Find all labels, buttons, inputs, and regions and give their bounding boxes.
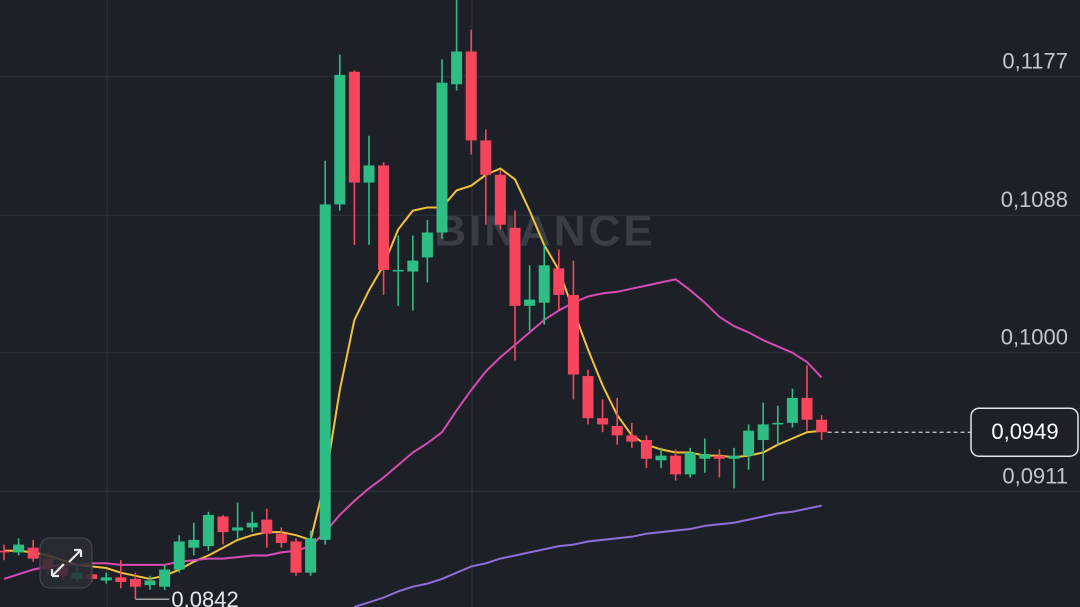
- candle-body: [480, 140, 492, 175]
- candle-body: [626, 435, 638, 442]
- candle-body: [538, 265, 550, 303]
- candle-body: [655, 455, 667, 461]
- candle-body: [378, 165, 390, 270]
- candle-body: [232, 527, 244, 531]
- candle-body: [407, 260, 419, 272]
- candle-body: [421, 232, 433, 258]
- candle-body: [188, 539, 200, 548]
- candle-body: [567, 294, 579, 375]
- candle-body: [494, 174, 506, 225]
- candle-body: [509, 227, 521, 306]
- candle-body: [246, 522, 258, 528]
- candle-body: [348, 71, 360, 183]
- candle-body: [436, 82, 448, 233]
- candle-body: [363, 165, 375, 183]
- candle-body: [275, 533, 287, 544]
- candle-body: [13, 544, 25, 553]
- moving-average-line: [3, 278, 823, 580]
- moving-average-line: [354, 504, 822, 607]
- candle-body: [173, 541, 185, 570]
- candle-body: [129, 578, 141, 587]
- candle-body: [27, 547, 39, 559]
- candle-body: [743, 430, 755, 456]
- expand-button-bg[interactable]: [39, 537, 93, 589]
- candle-body: [115, 577, 127, 583]
- expand-button[interactable]: [39, 537, 93, 589]
- candle-body: [334, 74, 346, 205]
- candle-body: [202, 514, 214, 547]
- candle-body: [144, 580, 156, 586]
- candle-body: [451, 51, 463, 85]
- candle-body: [524, 299, 536, 306]
- candle-body: [392, 269, 404, 272]
- candle-body: [100, 577, 112, 581]
- y-tick-label: 0,1088: [1001, 187, 1068, 212]
- candle-body: [757, 424, 769, 441]
- expand-icon[interactable]: [50, 548, 83, 578]
- candle-body: [611, 425, 623, 436]
- candle-body: [816, 419, 828, 433]
- candle-body: [684, 452, 696, 475]
- candle-body: [713, 455, 725, 459]
- y-tick-label: 0,1000: [1001, 324, 1068, 349]
- y-tick-label: 0,0911: [1002, 463, 1068, 488]
- candle-body: [597, 418, 609, 425]
- candle-body: [305, 538, 317, 573]
- candle-body: [699, 454, 711, 459]
- low-marker-label: 0,0842: [171, 587, 238, 607]
- price-label-box: [970, 407, 1079, 457]
- candle-body: [261, 519, 273, 534]
- candle-body: [670, 455, 682, 475]
- candle-body: [217, 516, 229, 533]
- price-label: 0,0949: [991, 419, 1058, 444]
- candle-body: [319, 204, 331, 540]
- candle-body: [728, 455, 740, 459]
- candle-body: [553, 268, 565, 295]
- candle-body: [640, 440, 652, 459]
- candle-body: [0, 550, 10, 553]
- candle-body: [159, 569, 171, 587]
- y-tick-label: 0,1177: [1002, 48, 1068, 73]
- moving-average-line: [4, 167, 822, 580]
- candle-body: [772, 422, 784, 425]
- candle-body: [582, 376, 594, 419]
- candle-body: [801, 397, 813, 420]
- candle-body: [290, 541, 302, 573]
- candle-body: [465, 51, 477, 141]
- candle-body: [786, 397, 798, 423]
